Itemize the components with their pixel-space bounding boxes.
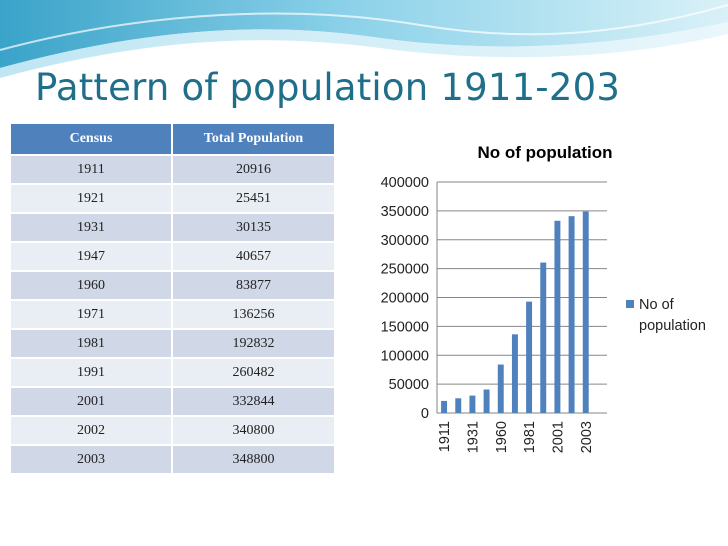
y-tick-label: 250000 [381,262,429,278]
census-year-cell: 1921 [11,183,173,213]
population-cell: 348800 [172,444,334,473]
x-tick-label: 2003 [579,421,595,453]
population-cell: 20916 [172,154,334,184]
x-tick-label: 1960 [494,421,510,453]
y-tick-label: 350000 [381,204,429,220]
census-year-cell: 1960 [11,270,173,300]
x-tick-label: 2001 [550,421,566,453]
bar [540,262,547,413]
header-wave-decoration [0,0,728,78]
bar [582,211,589,413]
population-cell: 260482 [172,357,334,387]
table-row: 1971 136256 [11,299,334,329]
census-table: Census Total Population 1911 20916 1921 25… [11,124,334,473]
census-year-cell: 1911 [11,154,173,184]
table-row: 1981 192832 [11,328,334,358]
table-header-row: Census Total Population [11,124,334,155]
y-tick-label: 400000 [381,175,429,191]
population-cell: 136256 [172,299,334,329]
census-year-cell: 2003 [11,444,173,473]
bar [526,301,533,413]
census-year-cell: 1991 [11,357,173,387]
y-tick-label: 200000 [381,291,429,307]
census-year-cell: 1981 [11,328,173,358]
bar [497,364,504,413]
chart-bars [441,211,589,413]
x-tick-label: 1981 [522,421,538,453]
population-cell: 332844 [172,386,334,416]
legend-label: No of population [639,297,706,334]
slide-title: Pattern of population 1911-203 [35,66,621,109]
population-cell: 30135 [172,212,334,242]
population-cell: 340800 [172,415,334,445]
x-axis-tick-labels: 1911 1931 1960 1981 2001 2003 [437,421,595,453]
column-header-census: Census [11,124,173,155]
table-row: 1960 83877 [11,270,334,300]
y-tick-label: 50000 [389,377,429,393]
population-bar-chart: No of population 0 50000 100000 150000 20000… [381,143,706,453]
bar [469,395,476,413]
table-row: 2001 332844 [11,386,334,416]
legend-label-line: population [639,318,706,334]
table-row: 2003 348800 [11,444,334,473]
chart-title: No of population [477,143,612,162]
census-year-cell: 1971 [11,299,173,329]
population-cell: 25451 [172,183,334,213]
table-row: 1991 260482 [11,357,334,387]
table-row: 1947 40657 [11,241,334,271]
census-year-cell: 2001 [11,386,173,416]
x-tick-label: 1931 [465,421,481,453]
legend-swatch [626,300,634,308]
table-row: 1921 25451 [11,183,334,213]
column-header-total-population: Total Population [172,124,334,155]
y-tick-label: 100000 [381,348,429,364]
census-year-cell: 2002 [11,415,173,445]
bar [441,400,448,413]
population-cell: 192832 [172,328,334,358]
legend-label-line: No of [639,297,675,313]
bar [483,389,490,413]
table-row: 2002 340800 [11,415,334,445]
chart-legend: No of population [626,297,706,334]
population-cell: 83877 [172,270,334,300]
y-tick-label: 0 [421,406,429,422]
bar [511,334,518,413]
table-row: 1911 20916 [11,154,334,184]
bar [455,398,462,413]
y-tick-label: 300000 [381,233,429,249]
census-year-cell: 1947 [11,241,173,271]
bar [554,220,561,413]
table-row: 1931 30135 [11,212,334,242]
y-axis-tick-labels: 0 50000 100000 150000 200000 250000 300000 3500… [381,175,429,422]
x-tick-label: 1911 [437,421,453,452]
population-cell: 40657 [172,241,334,271]
y-tick-label: 150000 [381,319,429,335]
bar [568,216,575,413]
chart-gridlines [436,181,607,414]
census-year-cell: 1931 [11,212,173,242]
